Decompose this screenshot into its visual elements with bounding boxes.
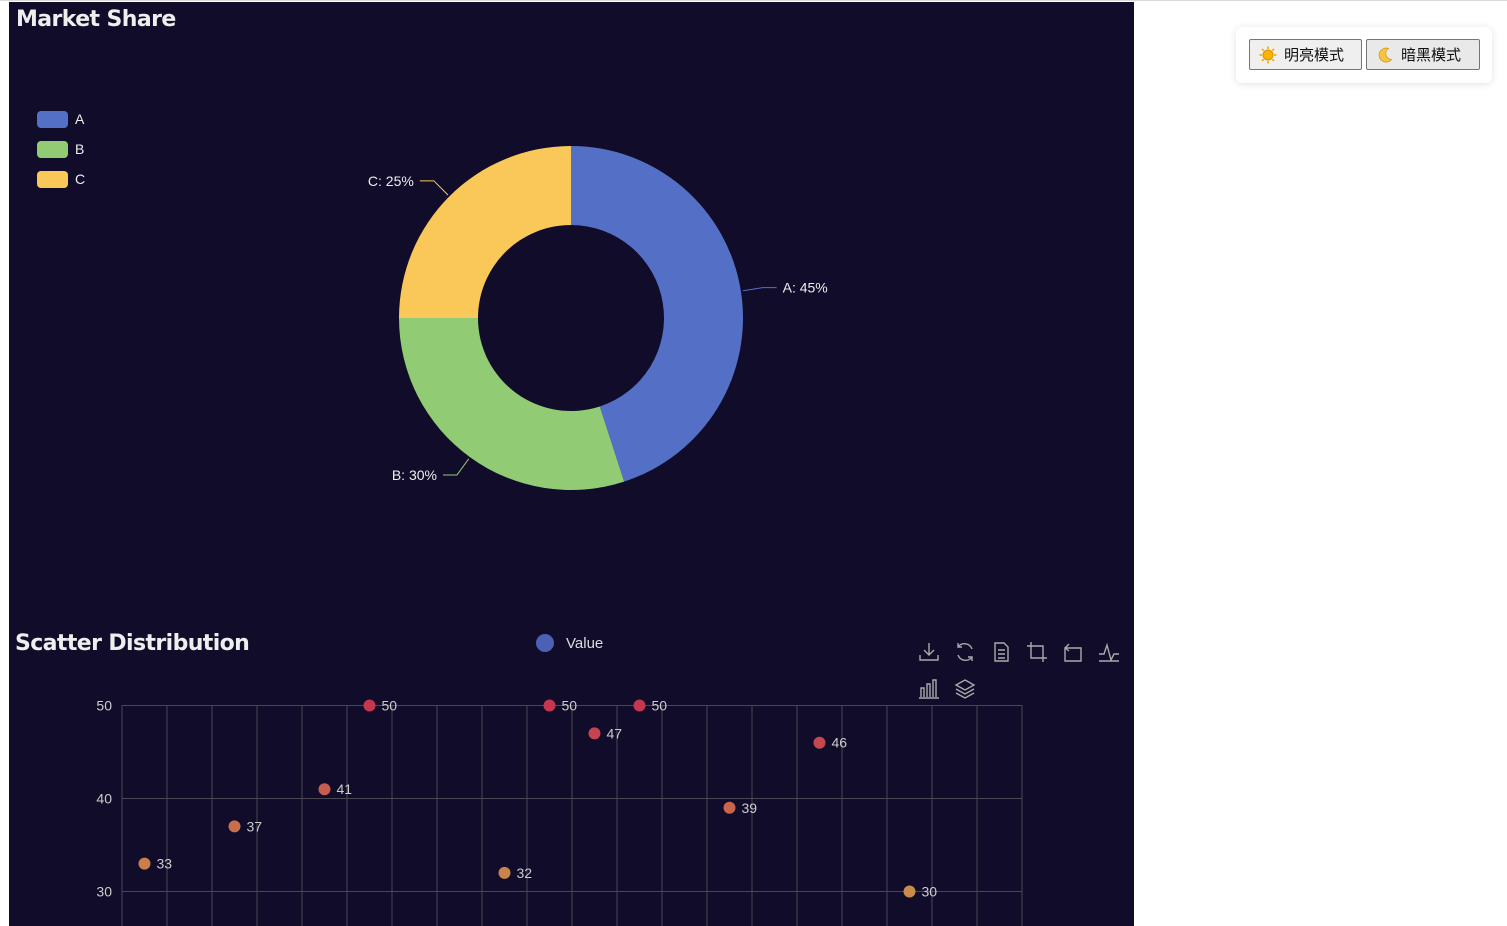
scatter-point-label: 37	[247, 818, 263, 834]
legend-swatch	[37, 110, 68, 128]
scatter-chart: 50 40 30 33 37 41 50 32 50 47 50 39 46 30	[96, 698, 1023, 926]
scatter-chart-title: Scatter Distribution	[15, 631, 250, 656]
scatter-point[interactable]	[723, 801, 736, 814]
pie-label-line	[442, 458, 470, 476]
scatter-point-label: 33	[157, 856, 173, 872]
top-divider	[0, 0, 1507, 1]
dark-mode-label: 暗黑模式	[1401, 46, 1462, 64]
scatter-point-label: 50	[382, 698, 398, 714]
pie-legend-item-b[interactable]: B	[37, 134, 85, 164]
y-axis-tick-label: 30	[96, 884, 112, 900]
pie-label-line	[742, 287, 777, 292]
scatter-point-label: 50	[652, 698, 668, 714]
pie-slice-c[interactable]	[399, 146, 571, 318]
scatter-point[interactable]	[588, 727, 601, 740]
legend-dot-icon	[536, 634, 554, 652]
scatter-point[interactable]	[543, 699, 556, 712]
download-icon[interactable]	[917, 640, 941, 664]
pie-legend-label: B	[75, 141, 85, 157]
theme-switcher: 明亮模式 暗黑模式	[1236, 27, 1492, 83]
data-view-icon[interactable]	[989, 640, 1013, 664]
light-mode-button[interactable]: 明亮模式	[1249, 39, 1362, 70]
sun-icon	[1259, 46, 1277, 64]
scatter-point[interactable]	[813, 736, 826, 749]
scatter-point-label: 41	[337, 781, 353, 797]
legend-swatch	[37, 140, 68, 158]
scatter-legend-item-value[interactable]: Value	[536, 634, 603, 652]
y-axis-tick-label: 50	[96, 698, 112, 714]
scatter-point-label: 50	[562, 698, 578, 714]
pie-slice-label: A: 45%	[783, 280, 828, 296]
scatter-point-label: 32	[517, 865, 533, 881]
dark-mode-button[interactable]: 暗黑模式	[1366, 39, 1480, 70]
scatter-point[interactable]	[498, 866, 511, 879]
pie-legend-label: C	[75, 171, 86, 187]
legend-swatch	[37, 170, 68, 188]
line-type-icon[interactable]	[1097, 640, 1121, 664]
pie-legend-item-c[interactable]: C	[37, 164, 85, 194]
bar-type-icon[interactable]	[917, 676, 941, 700]
pie-slice-a[interactable]	[571, 146, 744, 482]
stack-icon[interactable]	[953, 676, 977, 700]
scatter-point-label: 30	[922, 884, 938, 900]
pie-label-line	[419, 180, 449, 196]
pie-chart-title: Market Share	[16, 7, 176, 32]
scatter-point[interactable]	[363, 699, 376, 712]
pie-legend-item-a[interactable]: A	[37, 104, 85, 134]
pie-chart: A: 45% B: 30% C: 25%	[368, 146, 828, 491]
pie-slice-label: C: 25%	[368, 173, 414, 189]
scatter-point[interactable]	[903, 885, 916, 898]
scatter-point-label: 46	[832, 735, 848, 751]
y-axis-tick-label: 40	[96, 791, 112, 807]
scatter-point[interactable]	[318, 783, 331, 796]
zoom-reset-icon[interactable]	[1061, 640, 1085, 664]
scatter-point-label: 47	[607, 725, 623, 741]
scatter-legend-label: Value	[566, 634, 604, 652]
pie-slice-b[interactable]	[399, 318, 625, 491]
scatter-point[interactable]	[228, 820, 241, 833]
moon-icon	[1376, 46, 1394, 64]
scatter-point[interactable]	[633, 699, 646, 712]
refresh-icon[interactable]	[953, 640, 977, 664]
pie-slice-label: B: 30%	[392, 467, 437, 483]
zoom-icon[interactable]	[1025, 640, 1049, 664]
scatter-point[interactable]	[138, 857, 151, 870]
scatter-point-label: 39	[742, 800, 758, 816]
light-mode-label: 明亮模式	[1284, 46, 1345, 64]
pie-legend-label: A	[75, 111, 85, 127]
